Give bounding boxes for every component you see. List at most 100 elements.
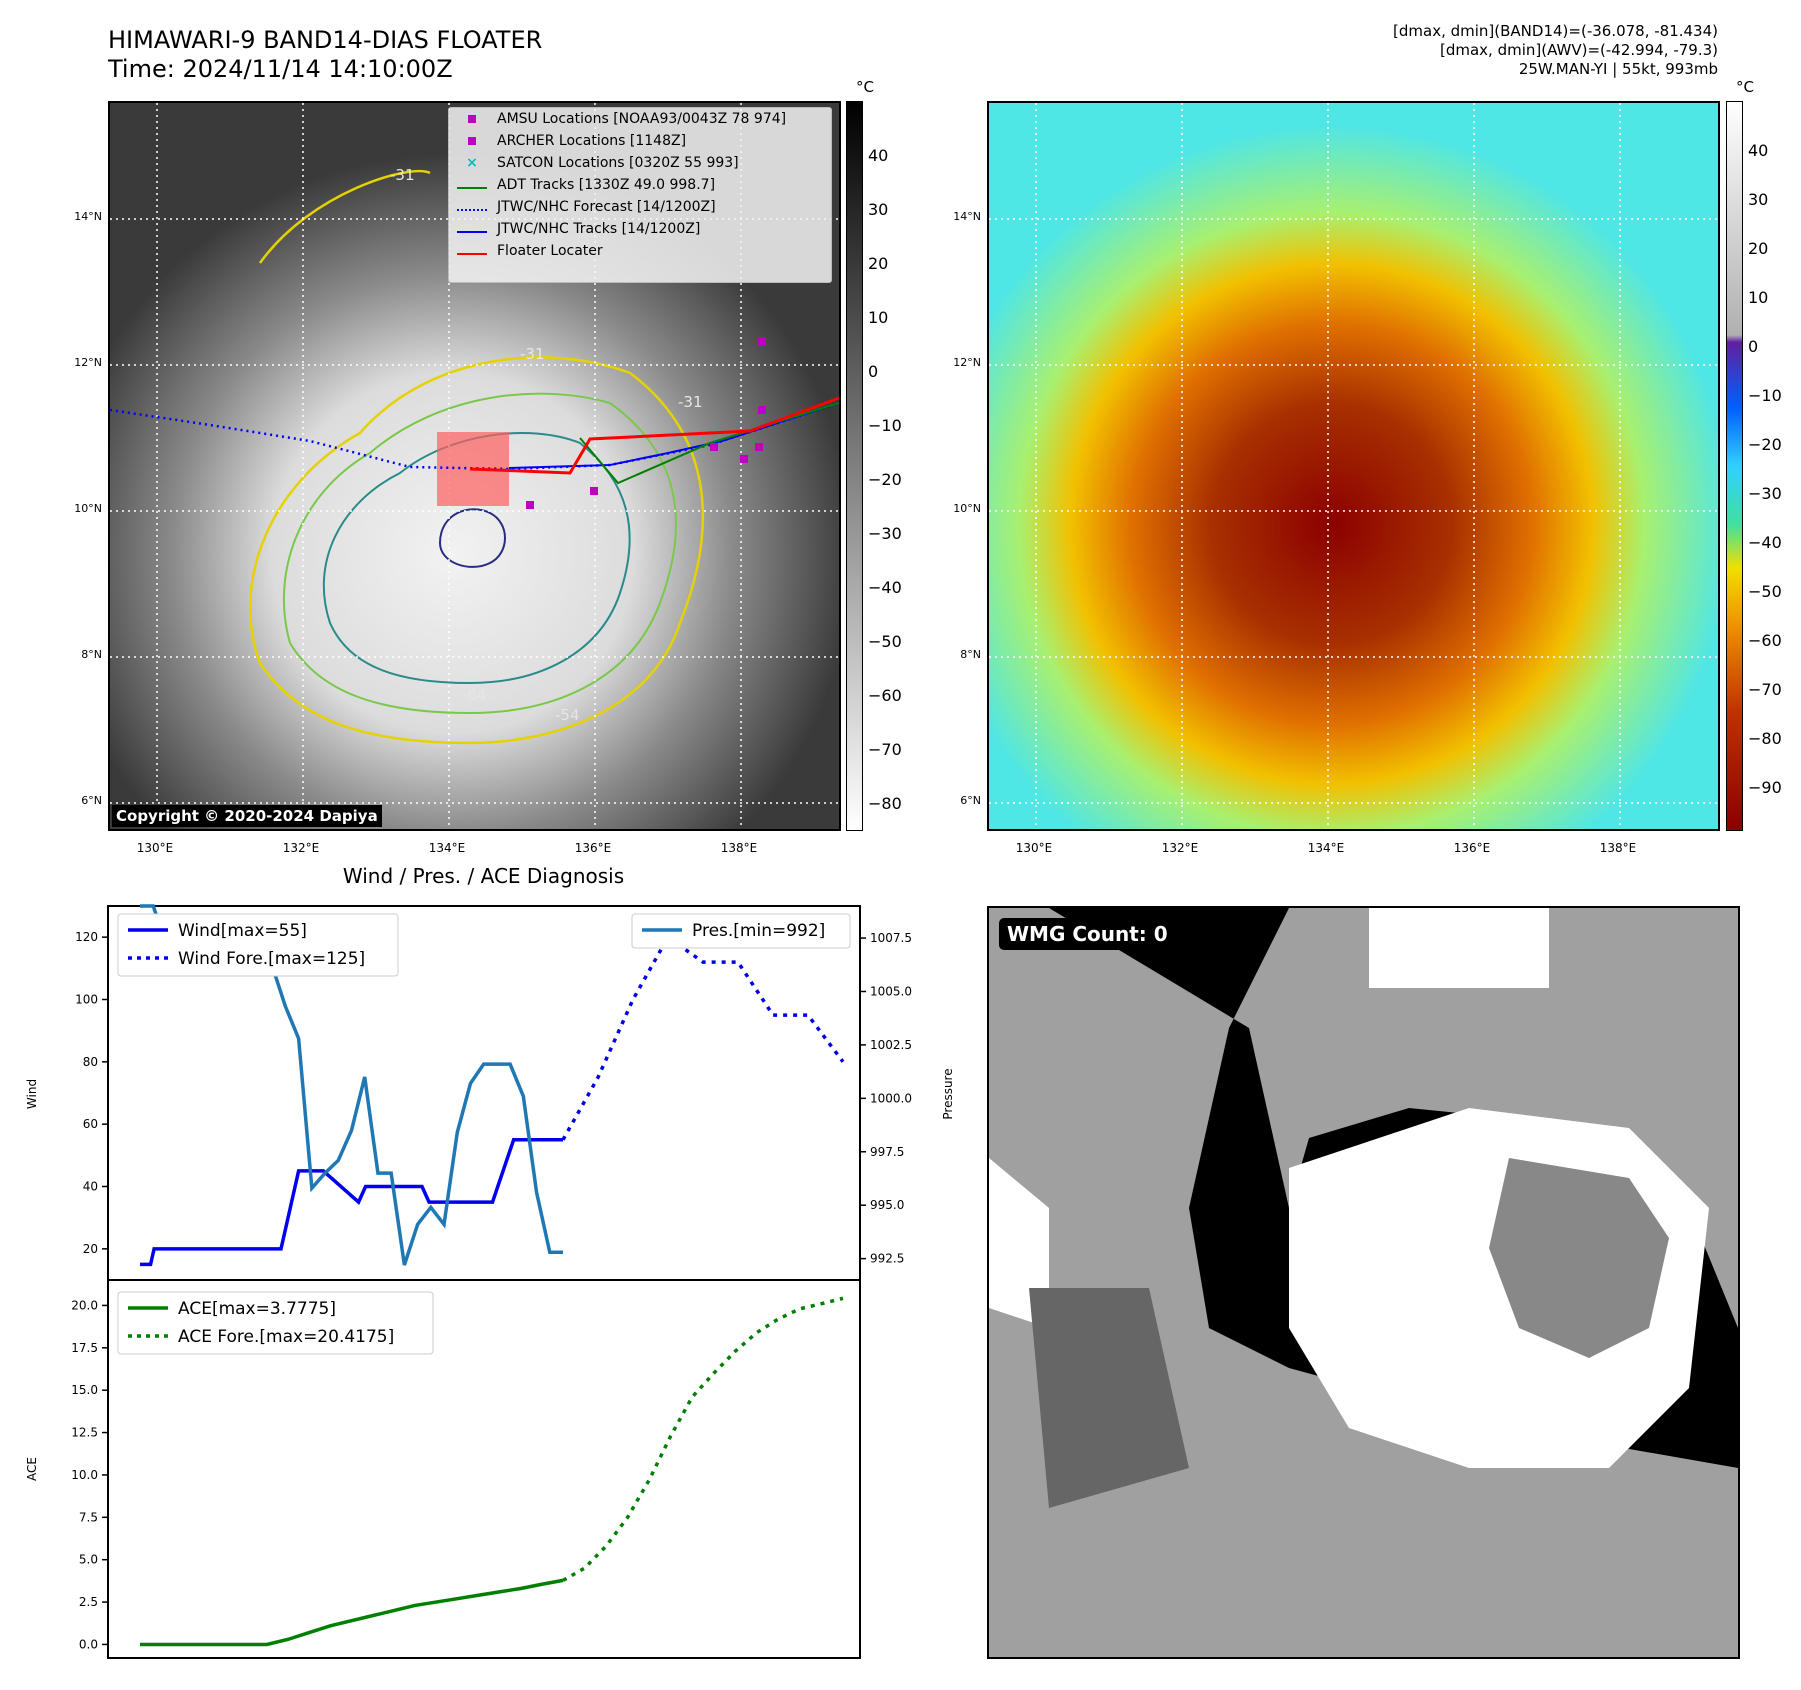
lat-tick-label: 14°N — [953, 210, 981, 223]
ace-axes-frame — [107, 1279, 861, 1659]
lon-tick-label: 130°E — [136, 841, 174, 855]
wmg-dark-band — [1029, 1288, 1189, 1508]
wind-tick-label: 20 — [83, 1242, 98, 1256]
awv-field — [989, 103, 1718, 829]
cbar-tick-label: 20 — [868, 254, 889, 273]
cbar-tick-label: −80 — [868, 794, 902, 813]
cbar-tick-label: 0 — [868, 362, 879, 381]
pressure-tick-label: 995.0 — [870, 1198, 904, 1212]
cbar-tick-label: −70 — [868, 740, 902, 759]
ace-series-line — [140, 1578, 564, 1647]
wind-tick-label: 60 — [83, 1117, 98, 1131]
cbar-tick-label: −40 — [1748, 533, 1782, 552]
lon-tick-label: 136°E — [574, 841, 612, 855]
cbar-tick-label: −30 — [868, 524, 902, 543]
contour-label: -54 — [555, 706, 580, 724]
legend-marker: × — [466, 155, 478, 171]
ace-forecast-line — [562, 1296, 844, 1582]
floater-track — [469, 396, 839, 475]
cbar-tick-label: −70 — [1748, 680, 1782, 699]
pressure-tick-label: 1002.5 — [870, 1038, 912, 1052]
pressure-tick-label: 992.5 — [870, 1252, 904, 1266]
map-legend: AMSU Locations [NOAA93/0043Z 78 974] ARCH… — [448, 107, 832, 283]
lat-tick-label: 10°N — [953, 502, 981, 515]
lon-tick-label: 138°E — [1599, 841, 1637, 855]
cbar-tick-label: −60 — [868, 686, 902, 705]
cbar-tick-label: −50 — [868, 632, 902, 651]
cbar-tick-label: −20 — [868, 470, 902, 489]
title-line-1: HIMAWARI-9 BAND14-DIAS FLOATER — [108, 26, 543, 54]
legend-marker — [455, 199, 489, 215]
pressure-tick-label: 1005.0 — [870, 984, 912, 998]
legend-text: Floater Locater — [497, 243, 603, 259]
diagnosis-svg: 120 100 80 60 40 20 1007.5 1005.0 1002.5 1000.0 99… — [25, 904, 955, 1659]
cbar-tick-label: −50 — [1748, 582, 1782, 601]
lon-tick-label: 132°E — [1161, 841, 1199, 855]
legend-wind-fore: Wind Fore.[max=125] — [178, 949, 365, 969]
legend-wind: Wind[max=55] — [178, 921, 307, 941]
contour-navy — [438, 508, 506, 568]
lon-tick-label: 132°E — [282, 841, 320, 855]
diagnosis-chart: 120 100 80 60 40 20 1007.5 1005.0 1002.5 1000.0 99… — [20, 900, 1000, 1670]
legend-marker — [455, 111, 489, 127]
legend-marker — [455, 177, 489, 193]
legend-entry: ADT Tracks [1330Z 49.0 998.7] — [455, 174, 831, 196]
lat-tick-label: 12°N — [953, 356, 981, 369]
ace-tick-label: 2.5 — [79, 1595, 98, 1609]
ace-tick-label: 20.0 — [71, 1298, 98, 1312]
storm-info: [dmax, dmin](BAND14)=(-36.078, -81.434) … — [1393, 22, 1718, 79]
cbar-tick-label: 40 — [1748, 141, 1769, 160]
lon-tick-label: 134°E — [428, 841, 466, 855]
lon-tick-label: 130°E — [1015, 841, 1053, 855]
pressure-tick-label: 1000.0 — [870, 1091, 912, 1105]
cbar-tick-label: −30 — [1748, 484, 1782, 503]
lat-tick-label: 10°N — [74, 502, 102, 515]
wmg-count-label: WMG Count: 0 — [999, 918, 1176, 950]
cbar-tick-label: −10 — [1748, 386, 1782, 405]
lat-tick-label: 8°N — [81, 648, 102, 661]
wind-axis-label: Wind — [25, 1079, 39, 1109]
contour-teal — [322, 432, 631, 685]
contour-label-group: -31 -31 -31 -64 -54 — [390, 166, 703, 724]
ace-tick-label: 10.0 — [71, 1468, 98, 1482]
cbar-tick-label: 20 — [1748, 239, 1769, 258]
legend-pres: Pres.[min=992] — [692, 921, 825, 941]
wmg-panel: WMG Count: 0 — [987, 906, 1740, 1659]
wind-forecast-line — [561, 934, 845, 1141]
diagnosis-title: Wind / Pres. / ACE Diagnosis — [342, 864, 625, 888]
wmg-core-region — [1489, 1158, 1669, 1358]
cbar1 — [846, 101, 863, 831]
legend-entry: JTWC/NHC Forecast [14/1200Z] — [455, 196, 831, 218]
legend-text: SATCON Locations [0320Z 55 993] — [497, 155, 739, 171]
cbar-tick-label: −90 — [1748, 778, 1782, 797]
pressure-tick-label: 1007.5 — [870, 931, 912, 945]
info-line-1: [dmax, dmin](BAND14)=(-36.078, -81.434) — [1393, 22, 1718, 40]
lat-tick-label: 8°N — [960, 648, 981, 661]
contour-label: -31 — [520, 345, 545, 363]
copyright-label: Copyright © 2020-2024 Dapiya — [112, 805, 382, 827]
legend-marker — [455, 133, 489, 149]
cbar-tick-label: 40 — [868, 146, 889, 165]
info-line-2: [dmax, dmin](AWV)=(-42.994, -79.3) — [1439, 41, 1718, 59]
contour-label: -64 — [462, 686, 487, 704]
ace-tick-label: 0.0 — [79, 1637, 98, 1651]
legend-text: ADT Tracks [1330Z 49.0 998.7] — [497, 177, 716, 193]
ace-tick-label: 15.0 — [71, 1383, 98, 1397]
ace-tick-label: 12.5 — [71, 1426, 98, 1440]
lon-tick-label: 138°E — [720, 841, 758, 855]
figure-title: HIMAWARI-9 BAND14-DIAS FLOATER Time: 202… — [108, 26, 542, 84]
cbar-tick-label: 30 — [1748, 190, 1769, 209]
cbar-tick-label: −10 — [868, 416, 902, 435]
awv-gridlines — [989, 103, 1718, 829]
lat-tick-label: 14°N — [74, 210, 102, 223]
legend-entry: JTWC/NHC Tracks [14/1200Z] — [455, 218, 831, 240]
ace-tick-label: 7.5 — [79, 1510, 98, 1524]
cbar-tick-label: −80 — [1748, 729, 1782, 748]
wmg-svg — [989, 908, 1738, 1508]
contour-label: -31 — [390, 166, 415, 184]
lon-tick-label: 136°E — [1453, 841, 1491, 855]
outer-band-north — [258, 169, 431, 264]
legend-text: JTWC/NHC Tracks [14/1200Z] — [497, 221, 701, 237]
cbar2-unit: °C — [1736, 78, 1754, 96]
contour-label: -31 — [678, 393, 703, 411]
